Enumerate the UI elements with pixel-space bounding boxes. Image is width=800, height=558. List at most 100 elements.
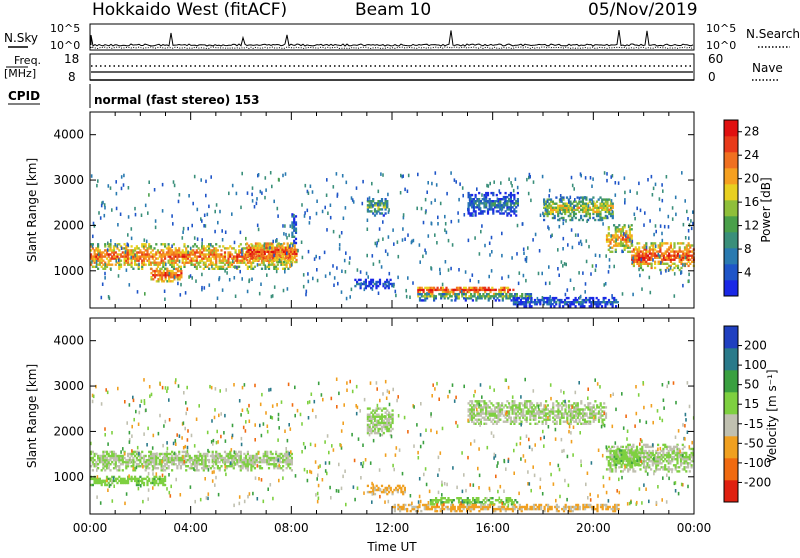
power-noise-cell — [516, 252, 518, 256]
power-noise-cell — [96, 184, 98, 188]
power-noise-cell — [284, 224, 286, 228]
velocity-cell — [596, 508, 598, 510]
power-noise-cell — [615, 181, 617, 185]
power-noise-cell — [491, 269, 493, 273]
power-noise-cell — [407, 276, 409, 280]
power-cell — [470, 293, 472, 295]
power-cell — [157, 266, 159, 268]
power-cell — [608, 234, 610, 236]
power-noise-cell — [632, 256, 634, 260]
power-cell — [505, 192, 507, 194]
power-noise-cell — [402, 227, 404, 231]
power-noise-cell — [426, 191, 428, 195]
power-noise-cell — [532, 238, 534, 242]
noise-left-tick-top: 10^5 — [50, 22, 80, 35]
power-cell — [631, 234, 633, 236]
power-cell — [612, 215, 614, 217]
power-noise-cell — [114, 243, 116, 247]
power-noise-cell — [435, 171, 437, 175]
power-noise-cell — [487, 200, 489, 204]
power-noise-cell — [379, 227, 381, 231]
power-noise-cell — [270, 171, 272, 175]
power-noise-cell — [174, 184, 176, 188]
power-noise-cell — [586, 239, 588, 243]
power-noise-cell — [182, 231, 184, 235]
power-noise-cell — [330, 216, 332, 220]
power-noise-cell — [437, 216, 439, 220]
power-cell — [124, 243, 126, 245]
velocity-cell — [544, 508, 546, 510]
power-noise-cell — [332, 264, 334, 268]
radar-title: Hokkaido West (fitACF) — [92, 0, 287, 20]
power-cell — [295, 221, 297, 223]
power-noise-cell — [421, 207, 423, 211]
power-cell — [517, 198, 519, 200]
power-noise-cell — [683, 223, 685, 227]
power-noise-cell — [655, 224, 657, 228]
power-cell — [458, 293, 460, 295]
power-noise-cell — [125, 250, 127, 254]
power-cell — [379, 279, 381, 281]
power-noise-cell — [219, 210, 221, 214]
power-cell — [615, 305, 617, 307]
power-cell — [506, 202, 508, 204]
power-cell — [262, 255, 264, 257]
power-noise-cell — [274, 285, 276, 289]
power-noise-cell — [425, 211, 427, 215]
power-cell — [159, 268, 161, 270]
velocity-cell — [282, 465, 284, 467]
power-noise-cell — [462, 194, 464, 198]
power-colorbar-segment — [724, 120, 738, 136]
power-noise-cell — [337, 194, 339, 198]
power-noise-cell — [479, 252, 481, 256]
velocity-cell — [190, 457, 192, 459]
power-noise-cell — [450, 267, 452, 271]
power-noise-cell — [188, 275, 190, 279]
power-noise-cell — [465, 270, 467, 274]
velocity-cell — [558, 510, 560, 512]
velocity-cell — [485, 423, 487, 425]
velocity-cell — [212, 451, 214, 453]
velocity-cell — [134, 469, 136, 471]
power-noise-cell — [362, 202, 364, 206]
power-cell — [177, 268, 179, 270]
power-cell — [287, 242, 289, 244]
power-noise-cell — [608, 270, 610, 274]
power-noise-cell — [382, 237, 384, 241]
power-cell — [654, 261, 656, 263]
velocity-cell — [109, 469, 111, 471]
velocity-cell — [420, 510, 422, 512]
power-cell — [520, 299, 522, 301]
power-noise-cell — [472, 213, 474, 217]
power-colorbar-segment — [724, 248, 738, 264]
velocity-cell — [392, 428, 394, 430]
power-cell — [273, 264, 275, 266]
power-cell — [482, 212, 484, 214]
velocity-cell — [526, 402, 528, 404]
velocity-cell — [122, 469, 124, 471]
power-noise-cell — [442, 283, 444, 287]
power-cell — [652, 244, 654, 246]
power-noise-cell — [571, 228, 573, 232]
power-noise-cell — [276, 239, 278, 243]
power-noise-cell — [572, 184, 574, 188]
power-noise-cell — [575, 233, 577, 237]
power-noise-cell — [402, 174, 404, 178]
power-noise-cell — [607, 215, 609, 219]
freq-unit-label: [MHz] — [4, 67, 36, 80]
power-noise-cell — [474, 200, 476, 204]
velocity-cell — [224, 469, 226, 471]
power-colorbar-tick-label: 20 — [744, 172, 759, 186]
power-cell — [647, 265, 649, 267]
power-noise-cell — [258, 173, 260, 177]
power-noise-cell — [476, 187, 478, 191]
power-cell — [530, 305, 532, 307]
power-noise-cell — [412, 281, 414, 285]
velocity-cell — [247, 451, 249, 453]
power-noise-cell — [398, 255, 400, 259]
power-noise-cell — [557, 267, 559, 271]
power-cell — [654, 248, 656, 250]
power-noise-cell — [304, 214, 306, 218]
velocity-cell — [538, 421, 540, 423]
velocity-cell — [501, 402, 503, 404]
